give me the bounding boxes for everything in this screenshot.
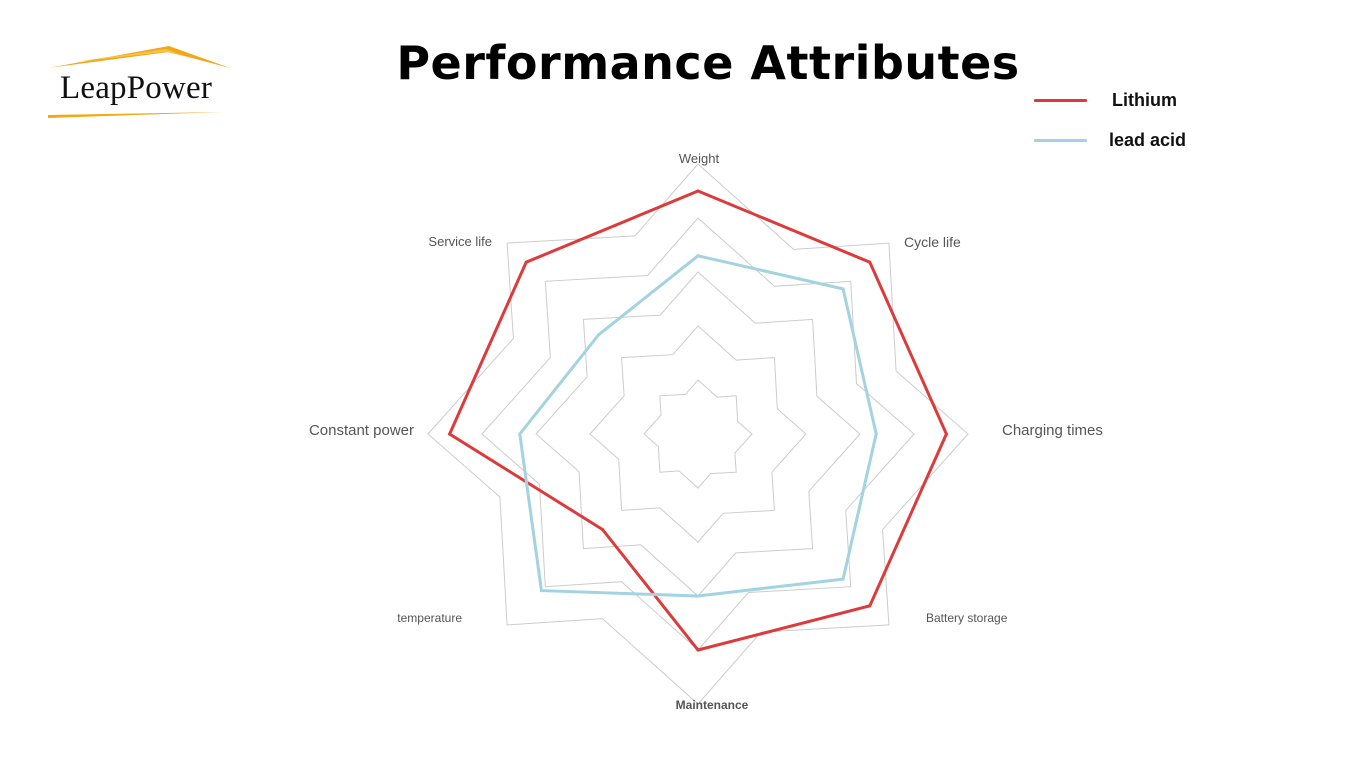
data-point-lead-acid-2: [874, 432, 878, 436]
legend-label-lithium: Lithium: [1112, 90, 1177, 110]
grid-ring-5: [427, 163, 969, 705]
legend-item-lead-acid: lead acid: [1034, 126, 1234, 156]
data-point-lead-acid-6: [518, 432, 522, 436]
legend-swatch-lithium: [1034, 99, 1087, 102]
data-point-lead-acid-0: [696, 254, 700, 258]
data-point-lead-acid-5: [539, 589, 543, 593]
data-point-lead-acid-3: [841, 577, 845, 581]
axis-label-service-life: Service life: [428, 234, 492, 249]
data-point-lithium-2: [944, 432, 948, 436]
data-point-lithium-0: [696, 189, 700, 193]
leappower-logo: LeapPower: [44, 40, 234, 124]
grid-ring-4: [481, 217, 915, 651]
data-point-lithium-6: [448, 432, 452, 436]
data-point-lithium-3: [868, 604, 872, 608]
page-title: Performance Attributes: [396, 36, 1020, 90]
axis-label-constant-power: Constant power: [309, 422, 414, 439]
logo-text: LeapPower: [60, 70, 213, 106]
axis-label-maintenance: Maintenance: [676, 698, 749, 712]
legend-label-lead-acid: lead acid: [1109, 130, 1187, 150]
data-point-lithium-4: [696, 648, 700, 652]
grid-ring-3: [535, 271, 861, 597]
axis-label-weight: Weight: [679, 151, 720, 166]
data-point-lead-acid-1: [841, 287, 845, 291]
data-point-lithium-5: [601, 528, 604, 531]
legend-item-lithium: Lithium: [1034, 86, 1234, 116]
data-point-lead-acid-7: [597, 333, 601, 337]
axis-label-temperature: temperature: [397, 611, 462, 625]
axis-label-cycle-life: Cycle life: [904, 234, 961, 250]
grid-ring-1: [643, 379, 753, 489]
data-point-lithium-1: [868, 260, 872, 264]
legend-swatch-lead-acid: [1034, 139, 1087, 142]
data-point-lithium-7: [524, 260, 528, 264]
logo-roof-icon: [48, 46, 230, 118]
axis-label-charging-times: Charging times: [1002, 422, 1103, 439]
series-line-lead-acid: [518, 254, 878, 598]
axis-label-battery-storage: Battery storage: [926, 611, 1008, 625]
data-point-lead-acid-4: [696, 594, 700, 598]
chart-legend: Lithium lead acid: [1034, 86, 1234, 166]
grid-ring-2: [589, 325, 807, 543]
